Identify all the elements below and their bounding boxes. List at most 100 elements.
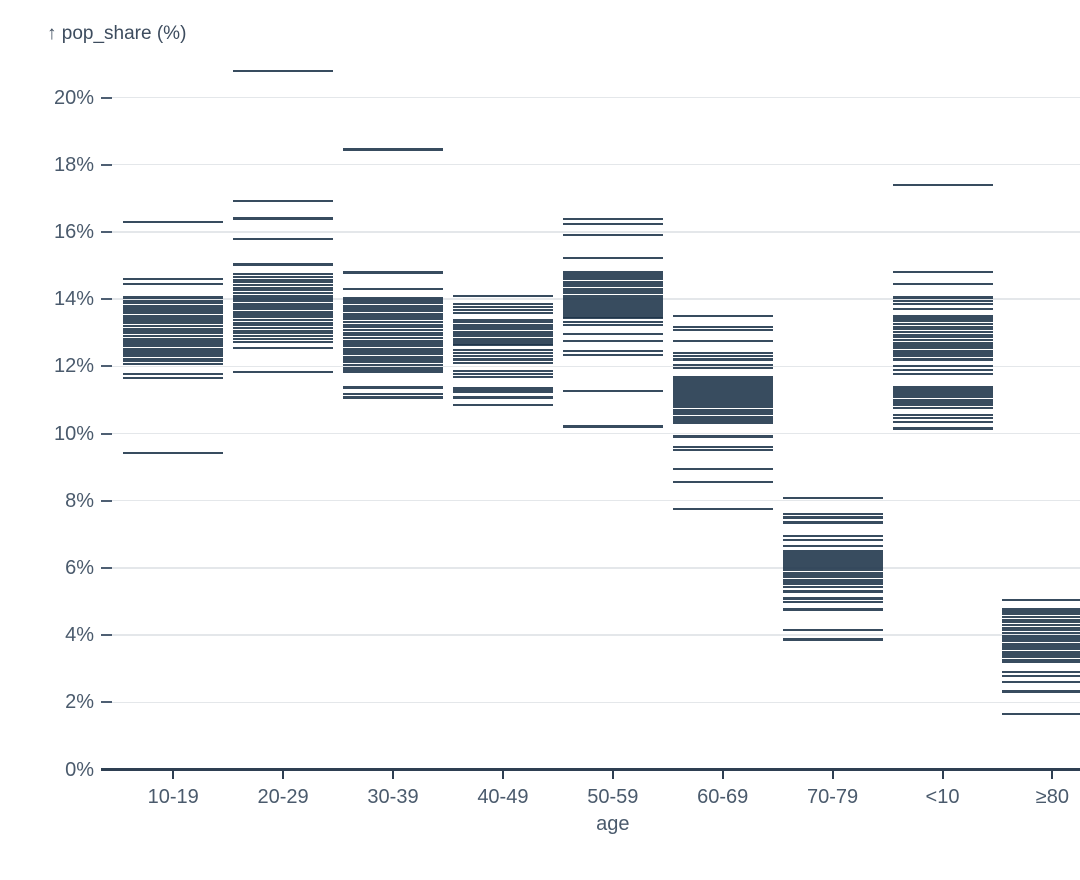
data-tick — [782, 513, 883, 516]
data-tick — [343, 304, 443, 307]
data-tick — [892, 308, 993, 311]
data-tick — [233, 340, 334, 343]
data-tick — [562, 299, 663, 302]
data-tick — [672, 406, 773, 409]
data-tick — [1002, 621, 1080, 624]
data-tick — [892, 282, 993, 286]
x-axis-label: ≥80 — [1035, 786, 1069, 808]
y-gridline — [112, 432, 1080, 435]
data-tick — [343, 288, 443, 291]
data-tick — [343, 355, 443, 358]
data-tick — [123, 282, 224, 286]
data-tick — [343, 312, 443, 315]
data-tick — [672, 366, 773, 370]
data-tick — [782, 550, 883, 553]
x-axis-tick — [392, 771, 394, 779]
data-tick — [562, 275, 663, 278]
data-tick — [782, 597, 883, 600]
data-tick — [343, 328, 443, 332]
data-tick — [892, 322, 993, 326]
data-tick — [343, 320, 443, 324]
data-tick — [452, 330, 553, 333]
data-tick — [562, 324, 663, 327]
x-axis-label: 50-59 — [587, 786, 639, 808]
data-tick — [892, 386, 993, 389]
data-tick — [1002, 613, 1080, 616]
data-tick — [1002, 674, 1080, 678]
data-tick — [343, 361, 443, 364]
data-tick — [123, 277, 224, 281]
data-tick — [672, 410, 773, 414]
data-tick — [672, 385, 773, 388]
data-tick — [782, 628, 883, 632]
data-tick — [782, 569, 883, 572]
data-tick — [892, 369, 993, 372]
x-axis-label: 30-39 — [367, 786, 419, 808]
data-tick — [892, 389, 993, 392]
data-tick — [233, 329, 334, 332]
data-tick — [233, 286, 334, 289]
data-tick — [672, 355, 773, 358]
data-tick — [892, 328, 993, 331]
data-tick — [1002, 650, 1080, 653]
data-tick — [892, 352, 993, 355]
data-tick — [672, 396, 773, 399]
data-tick — [343, 358, 443, 361]
data-tick — [343, 318, 443, 321]
x-axis-tick — [1051, 771, 1054, 779]
data-tick — [343, 336, 443, 340]
data-tick — [233, 294, 334, 297]
data-tick — [562, 271, 663, 274]
x-axis-label: 40-49 — [477, 786, 529, 808]
data-tick — [672, 315, 773, 318]
y-axis-tick — [101, 96, 112, 99]
data-tick — [892, 183, 993, 186]
data-tick — [233, 370, 334, 374]
data-tick — [452, 318, 553, 322]
data-tick — [123, 317, 224, 320]
y-axis-label: 2% — [65, 691, 94, 714]
data-tick — [562, 282, 663, 286]
data-tick — [343, 353, 443, 356]
data-tick — [672, 382, 773, 385]
data-tick — [562, 333, 663, 336]
data-tick — [452, 375, 553, 379]
data-tick — [892, 330, 993, 334]
x-axis-tick — [611, 771, 614, 779]
data-tick — [672, 419, 773, 422]
data-tick — [1002, 631, 1080, 635]
data-tick — [892, 325, 993, 328]
data-tick — [782, 555, 883, 558]
data-tick — [672, 328, 773, 332]
data-tick — [452, 312, 553, 315]
data-tick — [343, 148, 443, 151]
data-tick — [672, 394, 773, 397]
data-tick — [123, 337, 224, 340]
y-gridline — [112, 499, 1080, 502]
data-tick — [892, 333, 993, 336]
data-tick — [233, 324, 334, 327]
data-tick — [123, 350, 224, 353]
data-tick — [892, 299, 993, 302]
data-tick — [233, 318, 334, 322]
y-gridline — [112, 701, 1080, 704]
data-tick — [343, 299, 443, 302]
data-tick — [452, 349, 553, 352]
data-tick — [672, 375, 773, 378]
data-tick — [452, 369, 553, 373]
data-tick — [452, 390, 553, 393]
data-tick — [782, 583, 883, 586]
data-tick — [452, 328, 553, 331]
y-gridline — [112, 163, 1080, 166]
data-tick — [562, 304, 663, 307]
data-tick — [782, 496, 883, 500]
data-tick — [123, 307, 224, 310]
data-tick — [343, 315, 443, 318]
data-tick — [892, 372, 993, 375]
data-tick — [452, 361, 553, 364]
data-tick — [892, 427, 993, 430]
data-tick — [1002, 656, 1080, 659]
data-tick — [452, 294, 553, 297]
data-tick — [233, 263, 334, 266]
data-tick — [892, 296, 993, 299]
